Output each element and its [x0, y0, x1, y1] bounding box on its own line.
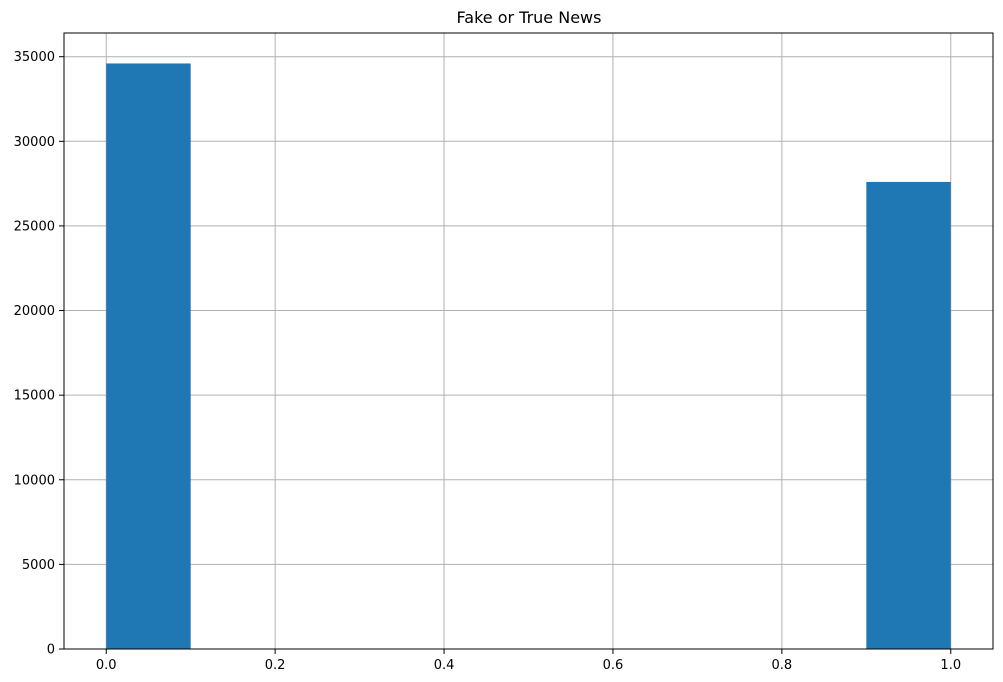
- histogram-bar: [866, 181, 951, 649]
- y-axis-ticks: 0 5000 10000 15000 20000 25000 30000 35000: [14, 50, 64, 658]
- grid-lines: [64, 33, 993, 650]
- x-tick-label: 0.6: [603, 658, 624, 673]
- x-tick-label: 0.8: [772, 658, 793, 673]
- y-tick-label: 0: [47, 643, 55, 658]
- x-tick-label: 0.4: [434, 658, 455, 673]
- histogram-bar: [106, 63, 191, 649]
- x-axis-ticks: 0.0 0.2 0.4 0.6 0.8 1.0: [96, 649, 961, 673]
- y-tick-label: 10000: [14, 473, 55, 488]
- y-tick-label: 15000: [14, 389, 55, 404]
- plot-frame: [63, 32, 994, 650]
- x-tick-label: 0.2: [265, 658, 286, 673]
- chart-title: Fake or True News: [457, 8, 602, 27]
- y-tick-label: 20000: [14, 304, 55, 319]
- y-tick-label: 30000: [14, 135, 55, 150]
- y-tick-label: 25000: [14, 219, 55, 234]
- x-tick-label: 0.0: [96, 658, 117, 673]
- x-tick-label: 1.0: [940, 658, 961, 673]
- bars: [106, 63, 951, 649]
- y-tick-label: 5000: [22, 558, 55, 573]
- y-tick-label: 35000: [14, 50, 55, 65]
